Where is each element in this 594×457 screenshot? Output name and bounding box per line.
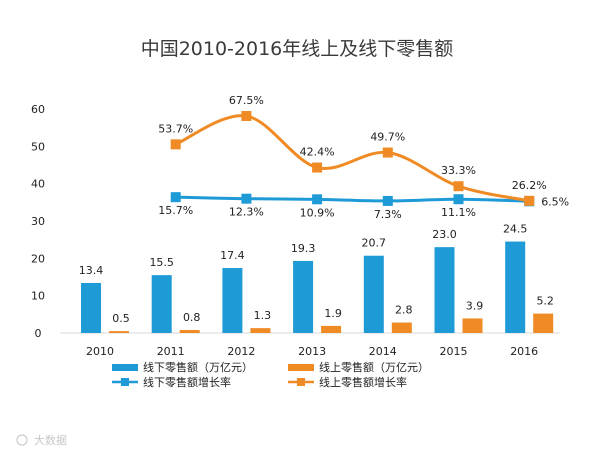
legend-item-online-sales: 线上零售额（万亿元） xyxy=(288,360,429,374)
bar-value-label: 20.7 xyxy=(362,237,387,250)
rate-value-label: 12.3% xyxy=(229,206,264,219)
watermark-logo-icon xyxy=(16,434,28,446)
bar xyxy=(321,325,342,333)
x-tick-label: 2013 xyxy=(298,345,326,358)
bar xyxy=(434,247,455,333)
bar xyxy=(179,330,200,333)
bar-series xyxy=(81,241,554,333)
y-tick-label: 50 xyxy=(31,140,45,153)
rate-value-label: 15.7% xyxy=(158,204,193,217)
x-tick-label: 2012 xyxy=(227,345,255,358)
rate-value-label: 42.4% xyxy=(300,146,335,159)
legend-item-online-growth: 线上零售额增长率 xyxy=(288,375,407,389)
x-tick-label: 2016 xyxy=(510,345,538,358)
y-tick-label: 20 xyxy=(31,252,45,265)
bar xyxy=(505,241,526,333)
x-tick-label: 2014 xyxy=(369,345,397,358)
legend-item-offline-sales: 线下零售额（万亿元） xyxy=(112,360,253,374)
legend-label-offline-sales: 线下零售额（万亿元） xyxy=(143,360,253,374)
bar-value-label: 17.4 xyxy=(220,249,245,262)
online-growth-marker xyxy=(312,162,323,173)
legend-marker-online-growth xyxy=(297,378,305,386)
online-growth-line xyxy=(175,114,530,203)
rate-value-label: 7.3% xyxy=(374,208,402,221)
x-tick-label: 2011 xyxy=(157,345,185,358)
legend-swatch-offline-sales xyxy=(112,364,138,371)
watermark-text: 大数据 xyxy=(34,433,67,447)
y-tick-label: 40 xyxy=(31,178,45,191)
legend: 线下零售额（万亿元） 线上零售额（万亿元） 线下零售额增长率 线上零售额增长率 xyxy=(112,360,429,389)
bar-value-label: 2.8 xyxy=(395,304,413,317)
online-growth-marker xyxy=(382,147,393,158)
chart-title: 中国2010-2016年线上及线下零售额 xyxy=(141,38,454,60)
legend-label-online-sales: 线上零售额（万亿元） xyxy=(319,360,429,374)
offline-growth-marker xyxy=(241,193,252,204)
bar-value-label: 13.4 xyxy=(79,264,104,277)
rate-value-label: 67.5% xyxy=(229,94,264,107)
offline-growth-marker xyxy=(453,194,464,205)
rate-value-label: 26.2% xyxy=(512,179,547,192)
y-tick-label: 10 xyxy=(31,290,45,303)
legend-item-offline-growth: 线下零售额增长率 xyxy=(112,375,231,389)
bar-value-label: 23.0 xyxy=(432,228,457,241)
bar xyxy=(109,331,129,333)
bar xyxy=(81,282,101,333)
x-tick-label: 2010 xyxy=(86,345,114,358)
legend-label-offline-growth: 线下零售额增长率 xyxy=(143,375,231,389)
bar-value-label: 15.5 xyxy=(149,256,174,269)
online-growth-marker xyxy=(241,111,252,121)
bar xyxy=(462,318,483,333)
rate-value-label: 11.1% xyxy=(441,206,476,219)
bar-value-label: 1.3 xyxy=(254,309,272,322)
bar-value-label: 1.9 xyxy=(324,307,342,320)
watermark: 大数据 xyxy=(16,433,67,447)
data-labels: 13.4 15.5 17.4 19.3 20.7 23.0 24.5 0.5 0.8 1.3 1.9… xyxy=(79,94,569,325)
legend-swatch-online-sales xyxy=(288,364,314,371)
y-axis: 0 10 20 30 40 50 60 xyxy=(31,103,45,340)
online-growth-marker xyxy=(170,139,181,150)
offline-growth-line xyxy=(175,195,530,203)
bar xyxy=(222,268,243,333)
bar xyxy=(363,255,384,333)
rate-value-label: 6.5% xyxy=(541,195,569,208)
line-series xyxy=(170,111,535,207)
online-growth-marker xyxy=(524,195,535,206)
bar xyxy=(250,328,271,333)
rate-value-label: 10.9% xyxy=(300,206,335,219)
rate-value-label: 33.3% xyxy=(441,164,476,177)
bar xyxy=(533,313,554,333)
x-axis: 2010 2011 2012 2013 2014 2015 2016 xyxy=(60,332,560,358)
offline-growth-marker xyxy=(170,192,181,203)
offline-growth-marker xyxy=(382,195,393,206)
bar-value-label: 5.2 xyxy=(536,295,554,308)
offline-growth-marker xyxy=(312,194,323,205)
bar xyxy=(391,322,412,333)
bar-value-label: 19.3 xyxy=(291,242,316,255)
rate-value-label: 49.7% xyxy=(370,131,405,144)
x-tick-label: 2015 xyxy=(440,345,468,358)
rate-value-label: 53.7% xyxy=(158,122,193,135)
bar xyxy=(151,275,172,333)
bar-value-label: 24.5 xyxy=(503,223,528,236)
bar-value-label: 0.8 xyxy=(183,311,201,324)
legend-label-online-growth: 线上零售额增长率 xyxy=(319,375,407,389)
online-growth-marker xyxy=(453,181,464,192)
legend-marker-offline-growth xyxy=(121,378,129,386)
y-tick-label: 0 xyxy=(35,327,42,340)
bar xyxy=(293,260,314,333)
y-tick-label: 60 xyxy=(31,103,45,116)
bar-value-label: 0.5 xyxy=(112,312,130,325)
y-tick-label: 30 xyxy=(31,215,45,228)
bar-value-label: 3.9 xyxy=(466,299,484,312)
